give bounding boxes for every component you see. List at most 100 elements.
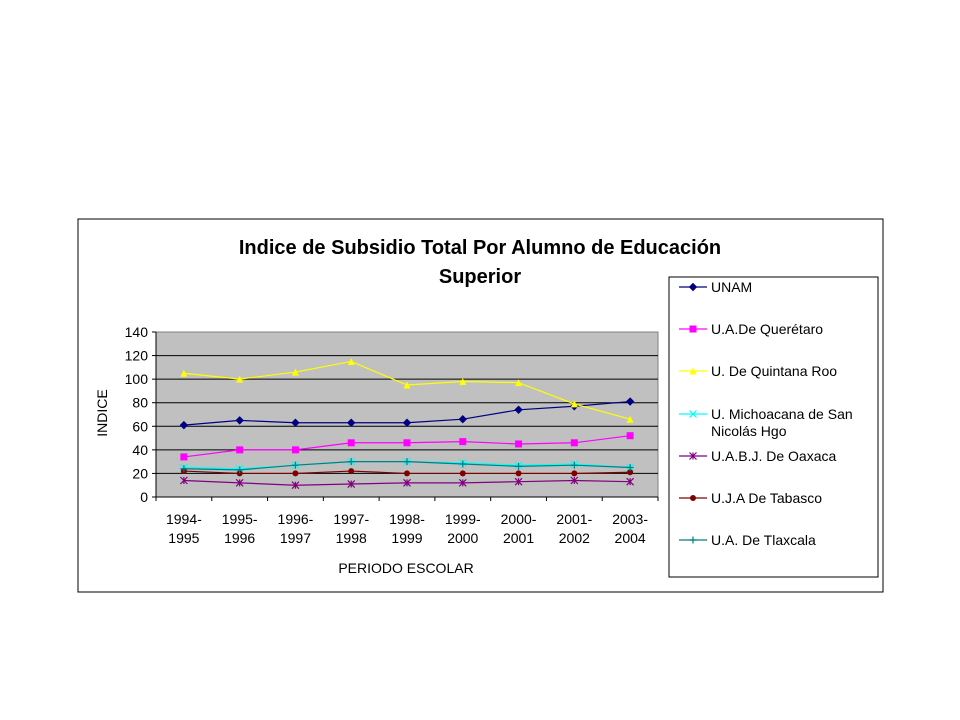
y-tick-label: 80	[132, 395, 148, 411]
data-point	[291, 418, 300, 427]
data-point	[626, 464, 634, 472]
x-tick-label: 2001-2002	[556, 511, 592, 546]
x-axis-title: PERIODO ESCOLAR	[338, 560, 473, 576]
y-tick-label: 120	[125, 348, 149, 364]
legend-marker	[689, 536, 697, 544]
data-point	[236, 466, 244, 474]
legend-marker	[689, 410, 697, 418]
data-point	[570, 439, 578, 447]
series-6	[180, 468, 634, 477]
x-tick-label: 2003-2004	[612, 511, 648, 546]
legend-marker	[689, 367, 697, 375]
data-point	[514, 477, 523, 486]
legend-marker	[689, 452, 697, 460]
x-tick-label: 1996-1997	[278, 511, 314, 546]
data-point	[515, 379, 523, 387]
data-point	[626, 477, 635, 486]
data-point	[515, 440, 523, 448]
y-axis-ticks: 0 20 40 60 80 100 120 140	[125, 324, 157, 505]
data-point	[179, 476, 188, 485]
data-point	[291, 368, 299, 376]
data-point	[403, 439, 411, 447]
data-point	[459, 438, 467, 446]
data-point	[235, 478, 244, 487]
series-1	[179, 397, 635, 430]
data-point	[627, 469, 634, 476]
data-point	[235, 416, 244, 425]
x-tick-label: 1995-1996	[222, 511, 258, 546]
data-point	[404, 470, 410, 477]
data-point	[626, 415, 634, 423]
chart-title-line-2: Superior	[439, 266, 521, 288]
legend-entry: U.A. De Tlaxcala	[679, 532, 816, 548]
data-point	[348, 468, 355, 475]
data-point	[458, 415, 467, 424]
data-point	[347, 357, 355, 365]
legend-label: U.A. De Tlaxcala	[711, 532, 816, 548]
legend-entry: U.A.De Querétaro	[679, 321, 823, 337]
data-point	[570, 476, 579, 485]
legend-entry: U.J.A De Tabasco	[679, 490, 822, 506]
data-point	[514, 405, 523, 414]
legend-label: U.J.A De Tabasco	[711, 490, 822, 506]
series-3	[180, 357, 634, 423]
data-point	[347, 439, 355, 447]
legend-label: U.A.B.J. De Oaxaca	[711, 448, 836, 464]
x-tick-label: 2000-2001	[501, 511, 537, 546]
x-tick-label: 1997-1998	[333, 511, 369, 546]
data-point	[570, 461, 578, 469]
legend: UNAM U.A.De Querétaro U. De Quintana Roo U.…	[679, 279, 853, 548]
y-tick-label: 100	[125, 371, 149, 387]
data-point	[180, 453, 188, 461]
y-tick-label: 140	[125, 324, 149, 340]
legend-label: U. Michoacana de San	[711, 406, 853, 422]
data-point	[625, 397, 635, 406]
data-point	[291, 481, 300, 490]
data-point	[459, 378, 467, 385]
data-point	[626, 432, 634, 440]
legend-marker	[689, 325, 697, 333]
data-point	[515, 470, 522, 477]
legend-label: UNAM	[711, 279, 752, 295]
data-point	[402, 418, 412, 427]
data-point	[403, 458, 411, 466]
data-point	[459, 470, 466, 477]
data-point	[347, 480, 356, 488]
legend-entry: U.A.B.J. De Oaxaca	[679, 448, 836, 464]
series-5	[179, 476, 635, 490]
x-axis-ticks: 1994-1995 1995-1996 1996-1997 1997-1998 1998…	[155, 496, 659, 546]
data-point	[292, 470, 299, 477]
data-point	[180, 369, 188, 377]
legend-marker	[690, 495, 696, 501]
series-2	[180, 432, 634, 461]
legend-entry: UNAM	[679, 279, 752, 295]
data-point	[236, 375, 244, 383]
data-point	[347, 418, 356, 427]
legend-box	[668, 276, 879, 578]
legend-label: U. De Quintana Roo	[711, 363, 837, 379]
chart-title-line-1: Indice de Subsidio Total Por Alumno de E…	[239, 237, 721, 259]
data-point	[291, 461, 299, 469]
y-axis-title: INDICE	[94, 389, 110, 436]
data-point	[459, 460, 467, 468]
series-lines	[179, 357, 635, 490]
data-point	[403, 381, 411, 389]
x-tick-label: 1999-2000	[445, 511, 481, 546]
y-tick-label: 60	[132, 418, 148, 434]
legend-label: Nicolás Hgo	[711, 423, 787, 439]
x-tick-label: 1998-1999	[389, 511, 425, 546]
data-point	[236, 446, 244, 454]
data-point	[347, 458, 355, 466]
data-point	[570, 400, 578, 408]
data-point	[403, 478, 411, 487]
data-point	[515, 462, 523, 470]
y-tick-label: 0	[140, 489, 148, 505]
y-tick-label: 40	[132, 442, 148, 458]
y-tick-label: 20	[132, 465, 148, 481]
data-point	[236, 470, 243, 477]
legend-entry: U. De Quintana Roo	[679, 363, 837, 379]
data-point	[180, 465, 188, 473]
data-point	[458, 478, 467, 487]
data-point	[291, 446, 299, 454]
